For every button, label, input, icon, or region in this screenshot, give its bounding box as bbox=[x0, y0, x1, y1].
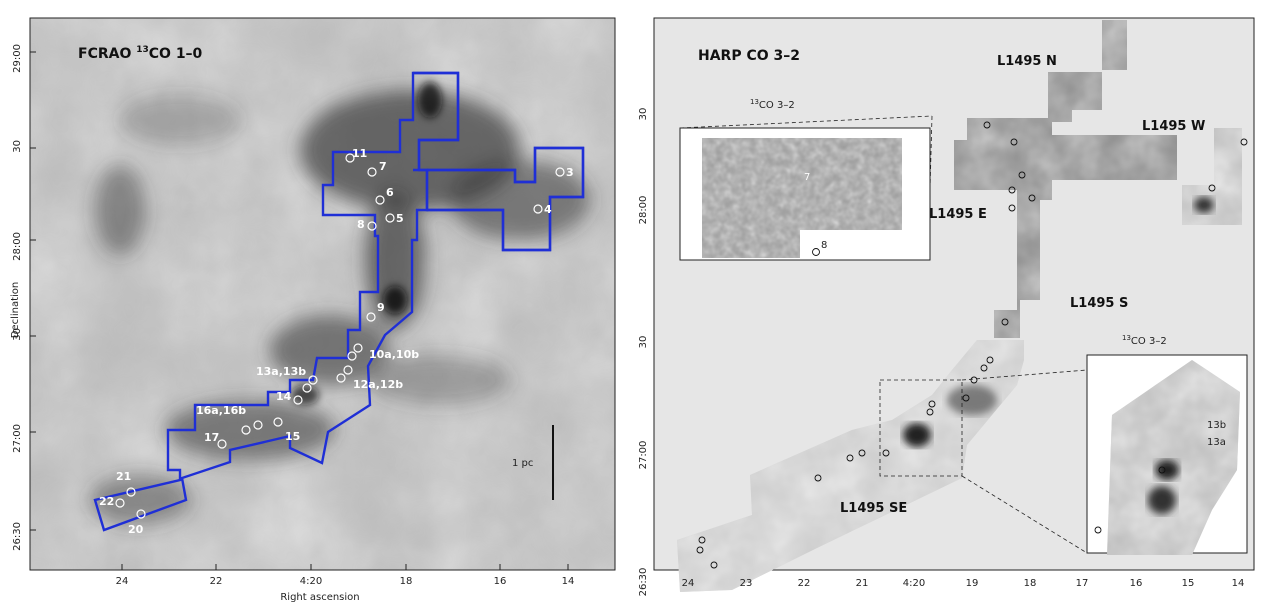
svg-text:22: 22 bbox=[798, 578, 811, 589]
svg-text:17: 17 bbox=[1076, 578, 1089, 589]
inset-bottom-label: 13CO 3–2 bbox=[1122, 334, 1167, 347]
inset-top-source-8: 8 bbox=[821, 240, 827, 251]
source-label-17: 17 bbox=[204, 431, 219, 444]
svg-text:27:00: 27:00 bbox=[638, 441, 649, 470]
fcrao-xlabel: Right ascension bbox=[280, 592, 359, 603]
source-label-14: 14 bbox=[276, 390, 292, 403]
inset-bottom-source-13b: 13b bbox=[1207, 420, 1226, 431]
region-label-l1495-n: L1495 N bbox=[997, 54, 1057, 69]
svg-text:26:30: 26:30 bbox=[12, 522, 23, 551]
svg-text:30: 30 bbox=[12, 140, 23, 153]
fcrao-ylabel: Declination bbox=[10, 282, 21, 339]
svg-text:15: 15 bbox=[1182, 578, 1195, 589]
svg-text:28:00: 28:00 bbox=[12, 232, 23, 261]
svg-text:26:30: 26:30 bbox=[638, 568, 649, 597]
inset-bottom-source-13a: 13a bbox=[1207, 437, 1226, 448]
source-label-13: 13a,13b bbox=[256, 365, 306, 378]
source-label-4: 4 bbox=[544, 203, 552, 216]
fcrao-title: FCRAO 13CO 1–0 bbox=[78, 45, 203, 62]
svg-text:21: 21 bbox=[856, 578, 869, 589]
svg-text:18: 18 bbox=[400, 576, 413, 587]
source-label-9: 9 bbox=[377, 301, 385, 314]
harp-y-ticks: 30 28:00 30 27:00 26:30 bbox=[638, 108, 649, 597]
region-label-l1495-e: L1495 E bbox=[929, 207, 987, 222]
region-label-l1495-se: L1495 SE bbox=[840, 501, 907, 516]
fcrao-x-ticks: 24 22 4:20 18 16 14 bbox=[116, 576, 575, 587]
fcrao-map-panel: 3 4 5 6 7 8 9 10a,10b 11 12a,12b 13a,13b… bbox=[0, 0, 630, 605]
source-label-12: 12a,12b bbox=[353, 378, 403, 391]
svg-text:14: 14 bbox=[1232, 578, 1245, 589]
source-label-20: 20 bbox=[128, 523, 144, 536]
inset-top-source-7: 7 bbox=[804, 172, 810, 183]
survey-outline-path bbox=[93, 71, 460, 532]
fcrao-map-figure: 3 4 5 6 7 8 9 10a,10b 11 12a,12b 13a,13b… bbox=[0, 0, 630, 605]
svg-text:4:20: 4:20 bbox=[903, 578, 925, 589]
source-label-16: 16a,16b bbox=[196, 404, 246, 417]
inset-top: 13CO 3–2 7 8 bbox=[679, 98, 933, 261]
harp-map-panel: L1495 N L1495 W L1495 E L1495 S L1495 SE… bbox=[632, 0, 1262, 605]
source-label-6: 6 bbox=[386, 186, 394, 199]
source-label-5: 5 bbox=[396, 212, 404, 225]
harp-x-ticks: 24 23 22 21 4:20 19 18 17 16 15 14 bbox=[682, 578, 1245, 589]
region-label-l1495-s: L1495 S bbox=[1070, 296, 1128, 311]
scale-label: 1 pc bbox=[512, 458, 533, 469]
source-label-3: 3 bbox=[566, 166, 574, 179]
source-label-7: 7 bbox=[379, 160, 387, 173]
svg-text:4:20: 4:20 bbox=[300, 576, 322, 587]
inset-bottom: 13CO 3–2 13b 13a bbox=[879, 334, 1248, 555]
harp-title: HARP CO 3–2 bbox=[698, 48, 800, 64]
svg-text:24: 24 bbox=[116, 576, 129, 587]
svg-text:14: 14 bbox=[562, 576, 575, 587]
svg-text:16: 16 bbox=[1130, 578, 1143, 589]
svg-text:16: 16 bbox=[494, 576, 507, 587]
svg-text:24: 24 bbox=[682, 578, 695, 589]
svg-text:29:00: 29:00 bbox=[12, 44, 23, 73]
harp-map-figure: L1495 N L1495 W L1495 E L1495 S L1495 SE… bbox=[632, 0, 1262, 605]
source-label-11: 11 bbox=[352, 147, 367, 160]
source-label-22: 22 bbox=[99, 495, 114, 508]
source-markers bbox=[115, 153, 565, 519]
svg-text:27:00: 27:00 bbox=[12, 424, 23, 453]
fcrao-y-ticks: 29:00 30 28:00 30 27:00 26:30 bbox=[12, 44, 23, 551]
svg-text:22: 22 bbox=[210, 576, 223, 587]
svg-text:23: 23 bbox=[740, 578, 753, 589]
region-label-l1495-w: L1495 W bbox=[1142, 119, 1205, 134]
source-label-21: 21 bbox=[116, 470, 131, 483]
svg-text:30: 30 bbox=[12, 328, 23, 341]
inset-top-label: 13CO 3–2 bbox=[750, 98, 795, 111]
source-label-15: 15 bbox=[285, 430, 300, 443]
svg-text:19: 19 bbox=[966, 578, 979, 589]
svg-text:30: 30 bbox=[638, 108, 649, 121]
source-label-8: 8 bbox=[357, 218, 365, 231]
svg-text:30: 30 bbox=[638, 336, 649, 349]
svg-text:28:00: 28:00 bbox=[638, 196, 649, 225]
source-labels: 3 4 5 6 7 8 9 10a,10b 11 12a,12b 13a,13b… bbox=[99, 147, 574, 536]
source-label-10: 10a,10b bbox=[369, 348, 419, 361]
fcrao-map-image bbox=[30, 18, 615, 570]
harp-source-markers bbox=[696, 121, 1248, 569]
svg-text:18: 18 bbox=[1024, 578, 1037, 589]
